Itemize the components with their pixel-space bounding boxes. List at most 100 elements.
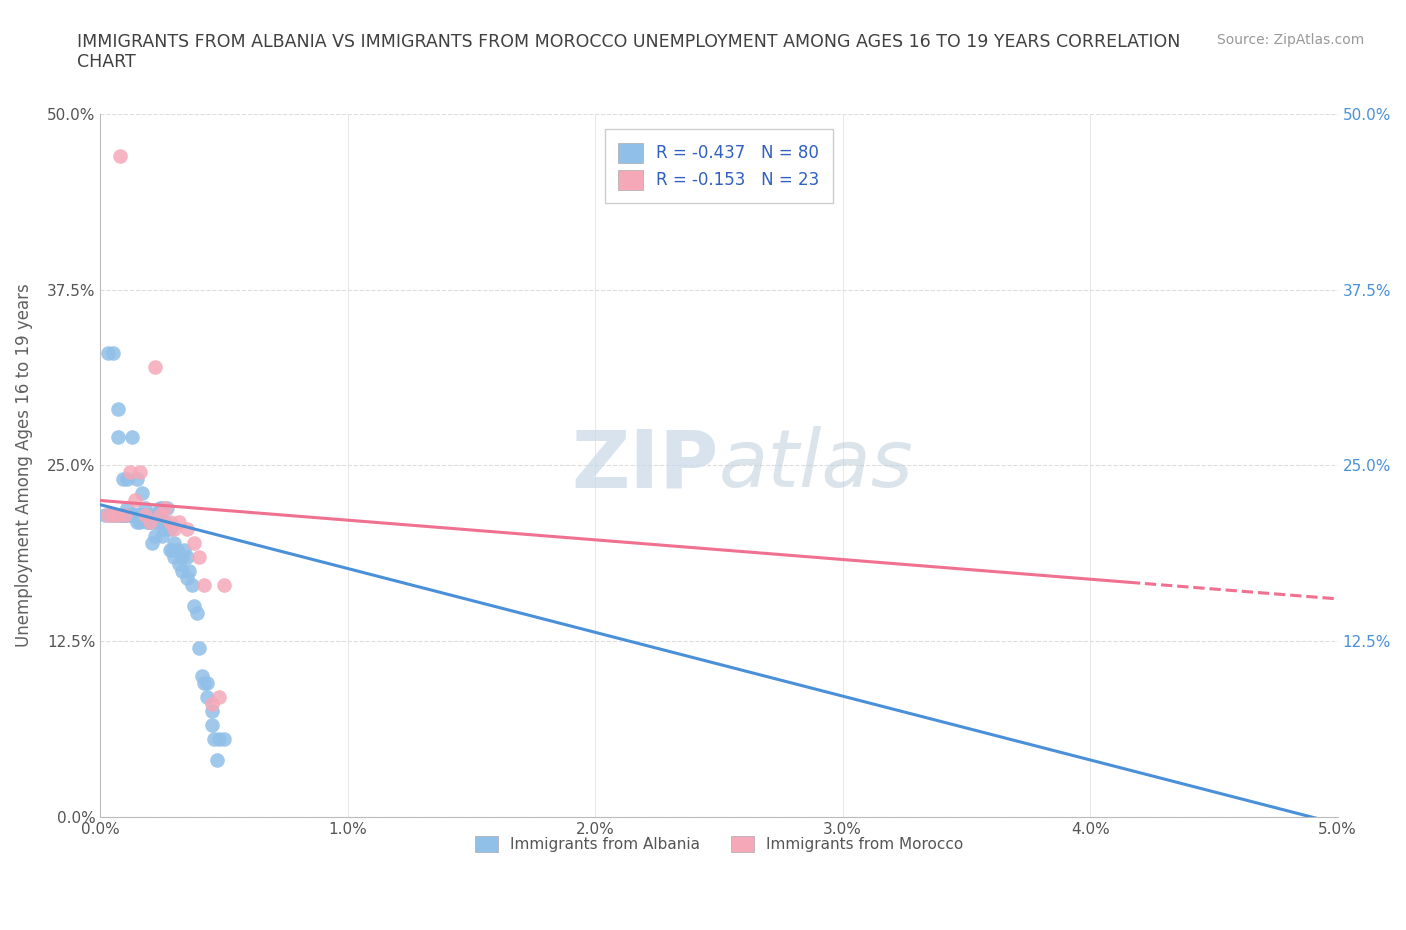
Point bbox=[121, 507, 143, 522]
Point bbox=[143, 514, 166, 529]
Point bbox=[156, 500, 179, 515]
Point bbox=[134, 507, 156, 522]
Point bbox=[136, 507, 159, 522]
Point bbox=[108, 507, 131, 522]
Point bbox=[127, 514, 149, 529]
Point bbox=[208, 690, 231, 705]
Point bbox=[141, 535, 163, 550]
Point bbox=[201, 704, 224, 719]
Point bbox=[150, 528, 173, 543]
Point bbox=[111, 507, 134, 522]
Point bbox=[136, 514, 159, 529]
Point bbox=[173, 542, 195, 557]
Point bbox=[139, 514, 162, 529]
Text: atlas: atlas bbox=[718, 426, 914, 504]
Point bbox=[101, 345, 124, 360]
Point bbox=[108, 149, 131, 164]
Point bbox=[188, 550, 211, 565]
Point bbox=[146, 507, 169, 522]
Point bbox=[149, 514, 172, 529]
Point bbox=[107, 507, 129, 522]
Point bbox=[97, 345, 120, 360]
Point bbox=[163, 521, 186, 536]
Point bbox=[159, 521, 181, 536]
Y-axis label: Unemployment Among Ages 16 to 19 years: Unemployment Among Ages 16 to 19 years bbox=[15, 284, 32, 647]
Point bbox=[183, 535, 205, 550]
Point bbox=[124, 507, 146, 522]
Point bbox=[117, 500, 139, 515]
Point bbox=[163, 550, 186, 565]
Point bbox=[143, 528, 166, 543]
Point bbox=[121, 430, 143, 445]
Point bbox=[118, 507, 141, 522]
Text: IMMIGRANTS FROM ALBANIA VS IMMIGRANTS FROM MOROCCO UNEMPLOYMENT AMONG AGES 16 TO: IMMIGRANTS FROM ALBANIA VS IMMIGRANTS FR… bbox=[77, 33, 1181, 72]
Point bbox=[139, 514, 162, 529]
Point bbox=[160, 542, 183, 557]
Point bbox=[128, 514, 150, 529]
Text: Source: ZipAtlas.com: Source: ZipAtlas.com bbox=[1216, 33, 1364, 46]
Point bbox=[202, 732, 225, 747]
Point bbox=[195, 676, 218, 691]
Point bbox=[190, 669, 212, 684]
Point bbox=[146, 514, 169, 529]
Point bbox=[124, 493, 146, 508]
Point bbox=[127, 507, 149, 522]
Point bbox=[117, 472, 139, 486]
Point bbox=[131, 486, 153, 501]
Point bbox=[176, 521, 198, 536]
Point bbox=[212, 578, 235, 592]
Point bbox=[114, 507, 136, 522]
Point bbox=[153, 521, 176, 536]
Point bbox=[107, 507, 129, 522]
Point bbox=[149, 500, 172, 515]
Point bbox=[98, 507, 121, 522]
Point bbox=[131, 507, 153, 522]
Point bbox=[127, 472, 149, 486]
Point bbox=[212, 732, 235, 747]
Point bbox=[128, 507, 150, 522]
Point bbox=[143, 360, 166, 375]
Point bbox=[176, 570, 198, 585]
Point bbox=[134, 507, 156, 522]
Point bbox=[205, 753, 228, 768]
Point bbox=[179, 564, 201, 578]
Point bbox=[188, 641, 211, 656]
Point bbox=[150, 500, 173, 515]
Point bbox=[193, 578, 215, 592]
Point bbox=[201, 718, 224, 733]
Point bbox=[131, 507, 153, 522]
Point bbox=[193, 676, 215, 691]
Point bbox=[159, 542, 181, 557]
Point bbox=[111, 472, 134, 486]
Point bbox=[208, 732, 231, 747]
Point bbox=[124, 507, 146, 522]
Point bbox=[94, 507, 117, 522]
Point bbox=[139, 514, 162, 529]
Point bbox=[170, 564, 193, 578]
Point bbox=[183, 599, 205, 614]
Point bbox=[180, 578, 202, 592]
Point bbox=[101, 507, 124, 522]
Point bbox=[118, 507, 141, 522]
Point bbox=[114, 507, 136, 522]
Point bbox=[153, 514, 176, 529]
Point bbox=[195, 690, 218, 705]
Point bbox=[163, 535, 186, 550]
Point bbox=[159, 514, 181, 529]
Point bbox=[201, 697, 224, 711]
Point bbox=[153, 500, 176, 515]
Point bbox=[134, 500, 156, 515]
Point bbox=[170, 550, 193, 565]
Point bbox=[169, 556, 191, 571]
Point bbox=[107, 430, 129, 445]
Point bbox=[139, 514, 162, 529]
Point bbox=[166, 542, 188, 557]
Point bbox=[169, 514, 191, 529]
Point bbox=[176, 550, 198, 565]
Point bbox=[118, 465, 141, 480]
Point bbox=[121, 507, 143, 522]
Legend: Immigrants from Albania, Immigrants from Morocco: Immigrants from Albania, Immigrants from… bbox=[468, 830, 969, 858]
Point bbox=[114, 507, 136, 522]
Text: ZIP: ZIP bbox=[572, 426, 718, 504]
Point bbox=[97, 507, 120, 522]
